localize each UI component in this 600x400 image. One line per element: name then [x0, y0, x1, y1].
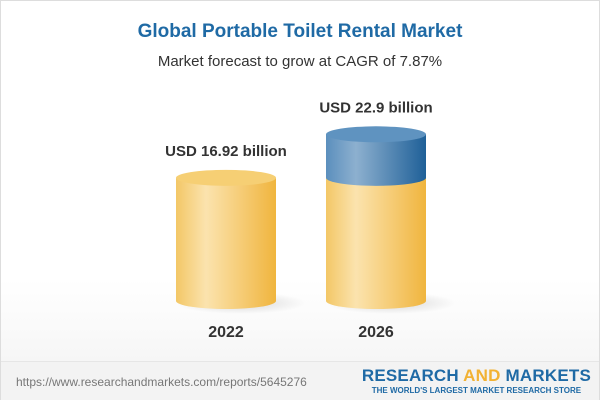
- logo-text: MARKETS: [500, 366, 591, 385]
- bar-2022: [176, 177, 276, 309]
- bar-2022-top: [176, 169, 276, 186]
- report-url[interactable]: https://www.researchandmarkets.com/repor…: [16, 375, 307, 389]
- logo-text: AND: [463, 366, 501, 385]
- data-label: USD 16.92 billion: [165, 143, 287, 160]
- chart-subtitle: Market forecast to grow at CAGR of 7.87%: [157, 53, 443, 70]
- bar-growth-2026: [326, 134, 426, 186]
- research-and-markets-logo: RESEARCH AND MARKETS THE WORLD'S LARGEST…: [362, 366, 591, 395]
- logo-tagline: THE WORLD'S LARGEST MARKET RESEARCH STOR…: [371, 386, 582, 395]
- logo-text: RESEARCH: [361, 366, 464, 385]
- data-label: USD 22.9 billion: [319, 99, 432, 116]
- bar-2026: [326, 177, 426, 309]
- category-label: 2022: [208, 324, 244, 341]
- bar-growth-2026-top: [326, 126, 426, 143]
- category-label: 2026: [358, 324, 394, 341]
- chart-area: USD 16.92 billion 2022 USD 22.9 billion 202…: [165, 99, 456, 341]
- chart-title: Global Portable Toilet Rental Market: [137, 21, 463, 42]
- footer: https://www.researchandmarkets.com/repor…: [1, 361, 599, 400]
